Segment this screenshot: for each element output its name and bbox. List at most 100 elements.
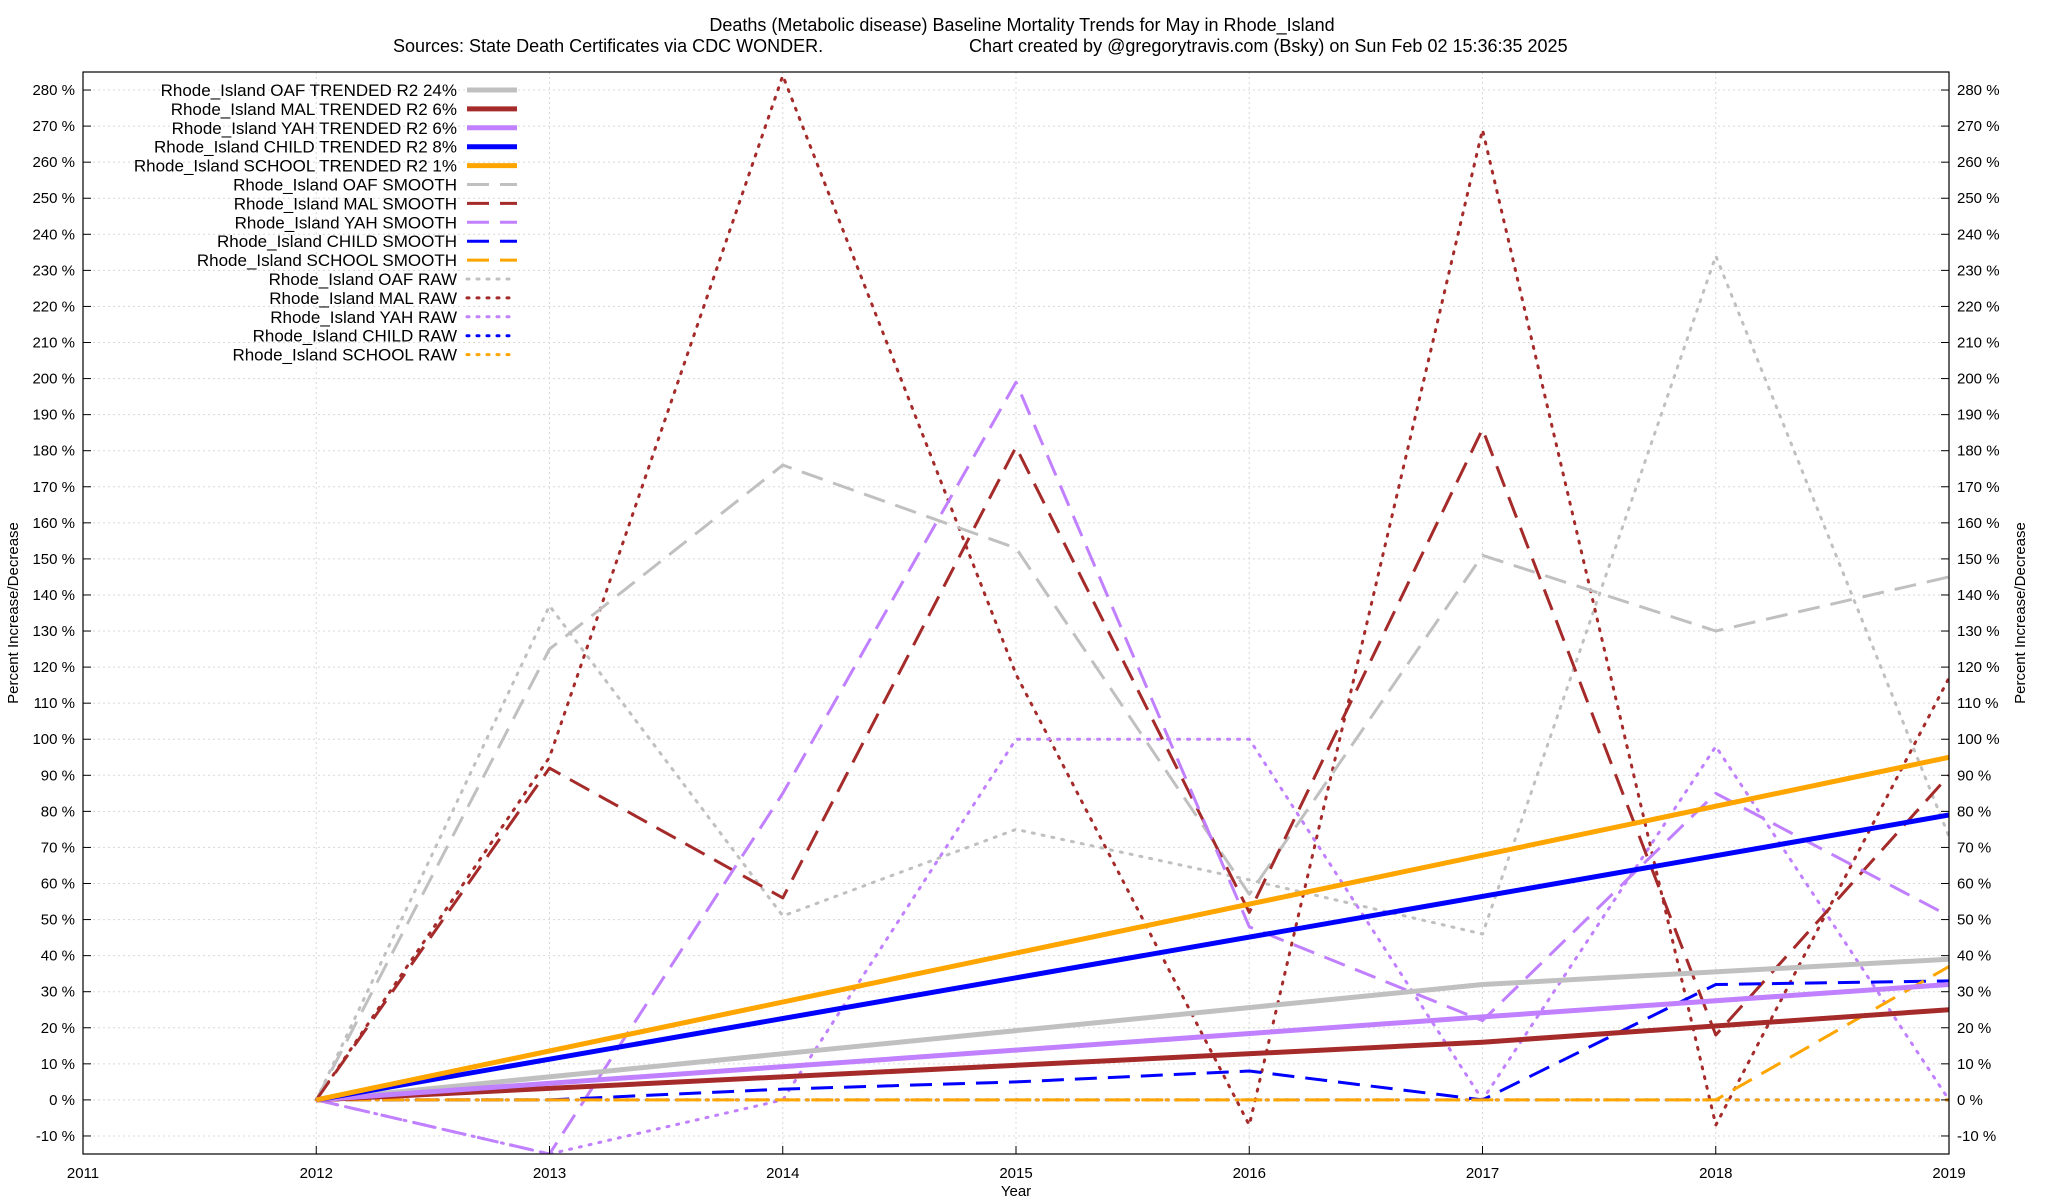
y-tick-label-right: 230 % bbox=[1957, 262, 2000, 279]
y-tick-label: 40 % bbox=[41, 948, 75, 965]
legend-label: Rhode_Island YAH TRENDED R2 6% bbox=[172, 119, 457, 138]
series-line-3 bbox=[315, 812, 1949, 1103]
y-tick-label-right: 20 % bbox=[1957, 1020, 1991, 1037]
series-line-5 bbox=[314, 463, 1949, 1101]
legend-label: Rhode_Island SCHOOL TRENDED R2 1% bbox=[134, 157, 457, 176]
series-line-0 bbox=[316, 956, 1949, 1103]
y-tick-label-right: 100 % bbox=[1957, 731, 2000, 748]
x-tick-label: 2017 bbox=[1466, 1165, 1499, 1182]
y-tick-label-right: 250 % bbox=[1957, 190, 2000, 207]
y-tick-label: 80 % bbox=[41, 803, 75, 820]
legend-label: Rhode_Island CHILD TRENDED R2 8% bbox=[154, 138, 457, 157]
series-line-12 bbox=[314, 737, 1949, 1154]
y-tick-label: 10 % bbox=[41, 1056, 75, 1073]
series-line-4 bbox=[315, 754, 1949, 1103]
y-tick-label: 280 % bbox=[32, 82, 75, 99]
y-tick-label-right: 170 % bbox=[1957, 479, 2000, 496]
y-tick-label: 160 % bbox=[32, 515, 75, 532]
legend-label: Rhode_Island OAF SMOOTH bbox=[233, 176, 457, 195]
y-tick-label-right: 0 % bbox=[1957, 1092, 1983, 1109]
x-tick-label: 2012 bbox=[300, 1165, 333, 1182]
x-tick-label: 2011 bbox=[67, 1165, 99, 1182]
y-tick-label-right: 50 % bbox=[1957, 912, 1991, 929]
x-tick-label: 2019 bbox=[1932, 1165, 1965, 1182]
y-tick-label-right: 160 % bbox=[1957, 515, 2000, 532]
y-tick-label: 200 % bbox=[32, 371, 75, 388]
y-tick-label-right: 40 % bbox=[1957, 948, 1991, 965]
series-line-11 bbox=[314, 74, 1949, 1127]
y-tick-label: 260 % bbox=[32, 154, 75, 171]
legend: Rhode_Island OAF TRENDED R2 24% Rhode_Isl… bbox=[134, 81, 519, 365]
y-tick-label: 60 % bbox=[41, 876, 75, 893]
y-axis-label: Percent Increase/Decrease bbox=[5, 522, 22, 704]
legend-label: Rhode_Island MAL RAW bbox=[269, 289, 457, 308]
y-tick-label-right: 120 % bbox=[1957, 659, 2000, 676]
series-line-2 bbox=[316, 982, 1949, 1103]
y-tick-label-right: 220 % bbox=[1957, 298, 2000, 315]
legend-label: Rhode_Island SCHOOL SMOOTH bbox=[197, 251, 457, 270]
y-tick-label: 270 % bbox=[32, 118, 75, 135]
y-tick-label-right: -10 % bbox=[1957, 1128, 1996, 1145]
legend-label: Rhode_Island OAF TRENDED R2 24% bbox=[161, 81, 457, 100]
y-tick-label-right: 260 % bbox=[1957, 154, 2000, 171]
legend-label: Rhode_Island SCHOOL RAW bbox=[232, 346, 457, 365]
grid bbox=[82, 72, 1950, 1154]
legend-label: Rhode_Island YAH SMOOTH bbox=[235, 213, 457, 232]
y-tick-label: 0 % bbox=[49, 1092, 75, 1109]
y-tick-label-right: 130 % bbox=[1957, 623, 2000, 640]
y-tick-label-right: 30 % bbox=[1957, 984, 1991, 1001]
y-tick-label-right: 110 % bbox=[1957, 695, 1998, 712]
y-tick-label: 90 % bbox=[41, 767, 75, 784]
series-line-10 bbox=[314, 254, 1949, 1102]
y-tick-label: 180 % bbox=[32, 443, 75, 460]
y-tick-label: 140 % bbox=[32, 587, 75, 604]
x-tick-label: 2014 bbox=[766, 1165, 799, 1182]
series-line-9 bbox=[316, 965, 1949, 1102]
x-tick-label: 2016 bbox=[1233, 1165, 1266, 1182]
y-tick-label: 250 % bbox=[32, 190, 75, 207]
chart-subtitle-source: Sources: State Death Certificates via CD… bbox=[393, 36, 823, 56]
y-tick-label-right: 10 % bbox=[1957, 1056, 1991, 1073]
y-tick-label: 210 % bbox=[32, 335, 75, 352]
y-tick-label-right: 80 % bbox=[1957, 803, 1991, 820]
y-tick-label: 110 % bbox=[34, 695, 75, 712]
y-tick-label-right: 280 % bbox=[1957, 82, 2000, 99]
y-tick-label-right: 70 % bbox=[1957, 839, 1991, 856]
series-line-8 bbox=[316, 979, 1949, 1102]
legend-label: Rhode_Island MAL SMOOTH bbox=[234, 194, 457, 213]
y-tick-label: -10 % bbox=[36, 1128, 75, 1145]
legend-label: Rhode_Island CHILD RAW bbox=[253, 327, 457, 346]
y-tick-label: 230 % bbox=[32, 262, 75, 279]
y-tick-label-right: 150 % bbox=[1957, 551, 2000, 568]
y-tick-label: 20 % bbox=[41, 1020, 75, 1037]
titles: Deaths (Metabolic disease) Baseline Mort… bbox=[393, 15, 1568, 56]
y-tick-label: 220 % bbox=[32, 298, 75, 315]
legend-label: Rhode_Island OAF RAW bbox=[269, 270, 457, 289]
legend-label: Rhode_Island YAH RAW bbox=[270, 308, 457, 327]
y-tick-label: 70 % bbox=[41, 839, 75, 856]
y-tick-label-right: 270 % bbox=[1957, 118, 2000, 135]
ticks: -10 % -10 % 0 % 0 % 10 % 10 % 20 % 20 % 30 % 30 %… bbox=[32, 82, 1999, 1182]
series-line-1 bbox=[316, 1007, 1949, 1103]
legend-label: Rhode_Island CHILD SMOOTH bbox=[217, 232, 457, 251]
x-tick-label: 2013 bbox=[533, 1165, 566, 1182]
chart-subtitle-credit: Chart created by @gregorytravis.com (Bsk… bbox=[969, 36, 1568, 56]
x-tick-label: 2018 bbox=[1699, 1165, 1732, 1182]
y-tick-label: 130 % bbox=[32, 623, 75, 640]
y-tick-label: 150 % bbox=[32, 551, 75, 568]
y-tick-label: 100 % bbox=[32, 731, 75, 748]
y-tick-label-right: 190 % bbox=[1957, 407, 2000, 424]
series-line-7 bbox=[315, 380, 1949, 1154]
series-line-6 bbox=[315, 427, 1949, 1101]
y-tick-label: 240 % bbox=[32, 226, 75, 243]
y-tick-label: 190 % bbox=[32, 407, 75, 424]
y-tick-label-right: 210 % bbox=[1957, 335, 2000, 352]
y-tick-label-right: 60 % bbox=[1957, 876, 1991, 893]
y-tick-label: 30 % bbox=[41, 984, 75, 1001]
x-tick-label: 2015 bbox=[999, 1165, 1032, 1182]
y-tick-label: 170 % bbox=[32, 479, 75, 496]
y-axis-label-right: Percent Increase/Decrease bbox=[2012, 522, 2029, 704]
y-tick-label: 50 % bbox=[41, 912, 75, 929]
y-tick-label-right: 180 % bbox=[1957, 443, 2000, 460]
